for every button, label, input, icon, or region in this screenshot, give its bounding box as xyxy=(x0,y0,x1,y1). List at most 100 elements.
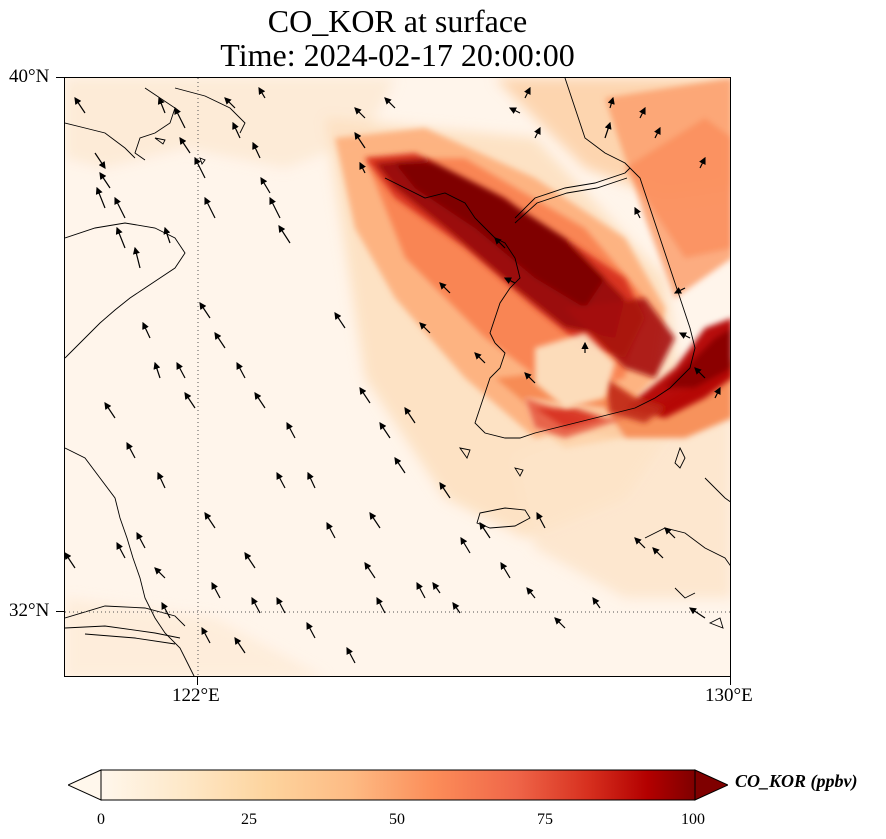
wind-vector-arrow xyxy=(94,152,106,169)
wind-vector-arrow xyxy=(136,531,146,549)
wind-vector-arrow xyxy=(104,402,116,419)
coastline-bohai-north xyxy=(174,87,246,134)
wind-vector-arrow xyxy=(699,156,706,169)
wind-vector-arrow xyxy=(359,387,371,404)
wind-vector-arrow xyxy=(334,312,346,329)
lat-label-32: 32°N xyxy=(9,600,50,621)
wind-vector-arrow xyxy=(474,352,486,364)
lon-label-122: 122°E xyxy=(172,685,220,706)
colorbar xyxy=(66,768,730,802)
wind-vector-arrow xyxy=(694,367,706,379)
gridlines xyxy=(65,78,730,676)
wind-vector-arrow xyxy=(179,137,191,154)
coastline-border-2 xyxy=(514,177,628,224)
wind-vector-arrow xyxy=(157,96,166,114)
wind-vector-arrow xyxy=(278,224,291,244)
lat-tick-32 xyxy=(56,611,64,612)
wind-vector-arrow xyxy=(114,196,126,219)
wind-vector-arrow xyxy=(211,581,221,599)
coastline-kyushu-north xyxy=(704,477,730,503)
coastline-tsushima xyxy=(674,446,686,469)
wind-vector-arrow xyxy=(176,361,186,379)
coastline-yangtze-north xyxy=(65,605,186,627)
lon-label-130: 130°E xyxy=(705,685,753,706)
wind-vector-arrow xyxy=(673,287,686,294)
lon-tick-130 xyxy=(730,677,731,685)
wind-vector-arrow xyxy=(236,361,246,379)
wind-vector-arrow xyxy=(508,107,521,114)
wind-vector-arrow xyxy=(534,126,541,139)
coastline-island-4 xyxy=(514,467,524,477)
wind-vector-arrow xyxy=(439,282,451,294)
wind-vector-arrow xyxy=(286,421,296,439)
coastline-bohai-west xyxy=(65,122,136,159)
wind-vector-arrow xyxy=(500,561,511,579)
wind-vector-arrow xyxy=(404,407,416,424)
concentration-field xyxy=(65,78,730,676)
title-line-time: Time: 2024-02-17 20:00:00 xyxy=(220,37,575,73)
lat-label-40: 40°N xyxy=(9,66,50,87)
wind-vector-arrow xyxy=(201,626,211,644)
wind-vector-arrow xyxy=(269,196,281,219)
wind-vector-arrow xyxy=(359,161,366,174)
colorbar-extend-min xyxy=(66,769,102,801)
wind-vector-arrow xyxy=(452,602,461,614)
coastline-yangtze-south xyxy=(84,633,176,645)
wind-vector-arrow xyxy=(634,206,641,219)
colorbar-gradient xyxy=(100,769,696,801)
wind-vector-arrow xyxy=(714,386,721,399)
wind-vectors xyxy=(65,86,721,664)
wind-vector-arrow xyxy=(95,186,106,209)
wind-vector-arrow xyxy=(394,457,406,474)
wind-vector-arrow xyxy=(232,121,241,139)
wind-vector-arrow xyxy=(652,547,664,559)
wind-vector-arrow xyxy=(307,471,316,489)
wind-vector-arrow xyxy=(306,621,316,639)
wind-vector-arrow xyxy=(376,596,386,614)
map-panel xyxy=(64,77,731,677)
colorbar-tick-100: 100 xyxy=(681,811,705,828)
wind-vector-arrow xyxy=(126,441,136,459)
wind-vector-arrow xyxy=(494,237,506,249)
coastline-jeju xyxy=(476,507,531,529)
wind-vector-arrow xyxy=(639,106,646,119)
coastline-china-south xyxy=(65,447,195,676)
coastline-island-2 xyxy=(199,157,206,165)
wind-vector-arrow xyxy=(276,471,286,489)
wind-vector-arrow xyxy=(142,321,151,339)
wind-vector-arrow xyxy=(634,537,646,549)
coastline-island-1 xyxy=(154,137,166,145)
wind-vector-arrow xyxy=(536,511,546,529)
wind-vector-arrow xyxy=(194,156,206,179)
wind-vector-arrow xyxy=(354,132,366,149)
colorbar-tick-25: 25 xyxy=(241,811,257,828)
wind-vector-arrow xyxy=(432,582,441,594)
wind-vector-arrow xyxy=(153,361,161,379)
wind-vector-arrow xyxy=(99,172,111,189)
coastline-island-3 xyxy=(458,447,471,459)
coastline-border-1 xyxy=(514,167,631,219)
wind-vector-arrow xyxy=(276,596,286,614)
wind-vector-arrow xyxy=(65,552,76,569)
wind-vector-arrow xyxy=(199,302,211,319)
wind-vector-arrow xyxy=(419,322,431,334)
wind-vector-arrow xyxy=(369,512,381,529)
wind-vector-arrow xyxy=(526,587,536,599)
wind-vector-arrow xyxy=(416,581,426,599)
wind-vector-arrow xyxy=(251,596,261,614)
wind-vector-arrow xyxy=(184,392,196,409)
wind-vector-arrow xyxy=(214,332,226,349)
wind-vector-arrow xyxy=(234,637,246,654)
wind-vector-arrow xyxy=(224,97,236,109)
wind-vector-arrow xyxy=(244,552,256,569)
wind-vector-arrow xyxy=(479,522,491,539)
wind-vector-arrow xyxy=(132,246,141,269)
wind-vector-arrow xyxy=(252,141,261,159)
coastline-kyushu-south xyxy=(674,587,696,599)
coastline-korea-west-south xyxy=(474,342,681,439)
wind-vector-arrow xyxy=(592,597,601,609)
wind-vector-arrow xyxy=(524,372,536,384)
wind-vector-arrow xyxy=(258,86,266,99)
wind-vector-arrow xyxy=(524,86,531,99)
wind-vector-arrow xyxy=(678,332,691,339)
